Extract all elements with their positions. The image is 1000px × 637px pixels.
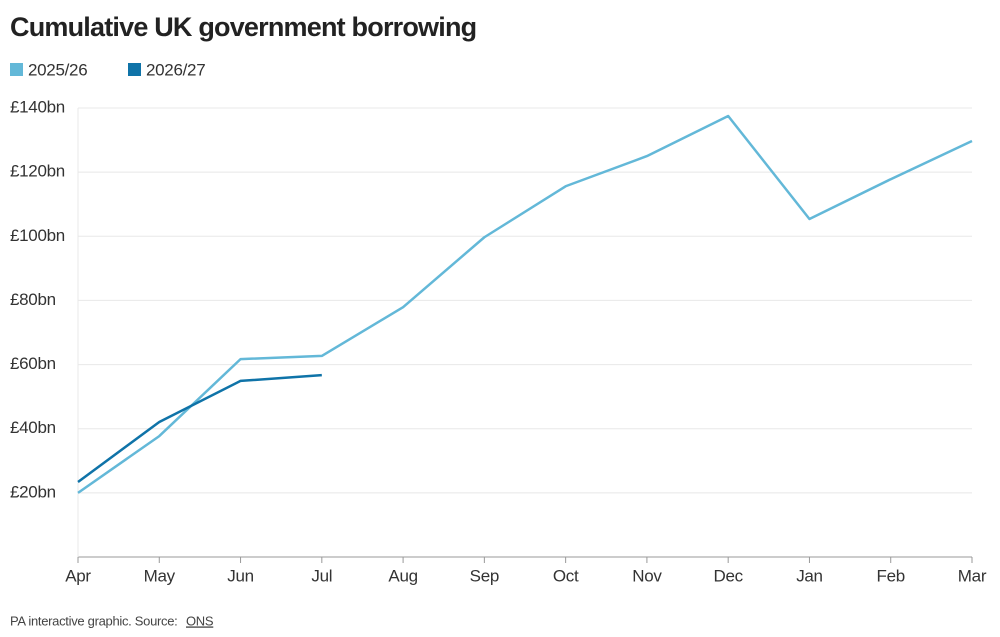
- x-tick-label: Jul: [311, 566, 332, 585]
- y-tick-label: £120bn: [10, 162, 65, 181]
- y-tick-label: £140bn: [10, 97, 65, 116]
- source-link[interactable]: ONS: [186, 613, 214, 628]
- legend-swatch: [10, 63, 23, 76]
- x-tick-label: Dec: [714, 566, 744, 585]
- x-tick-label: Nov: [632, 566, 662, 585]
- y-tick-label: £20bn: [10, 482, 56, 501]
- legend-swatch: [128, 63, 141, 76]
- source-text: PA interactive graphic. Source:: [10, 613, 178, 628]
- x-tick-label: Mar: [958, 566, 987, 585]
- series-line: [77, 114, 973, 494]
- legend-label: 2025/26: [28, 60, 87, 79]
- legend-label: 2026/27: [146, 60, 205, 79]
- x-tick-label: Sep: [470, 566, 499, 585]
- x-tick-label: May: [144, 566, 176, 585]
- y-tick-label: £40bn: [10, 418, 56, 437]
- series-line: [77, 373, 322, 483]
- chart-title: Cumulative UK government borrowing: [10, 12, 476, 42]
- y-tick-label: £100bn: [10, 226, 65, 245]
- x-tick-label: Apr: [65, 566, 91, 585]
- x-tick-label: Aug: [388, 566, 417, 585]
- x-tick-label: Feb: [877, 566, 905, 585]
- y-tick-label: £80bn: [10, 290, 56, 309]
- x-tick-label: Jan: [796, 566, 823, 585]
- y-tick-label: £60bn: [10, 354, 56, 373]
- x-tick-label: Jun: [227, 566, 254, 585]
- x-tick-label: Oct: [553, 566, 579, 585]
